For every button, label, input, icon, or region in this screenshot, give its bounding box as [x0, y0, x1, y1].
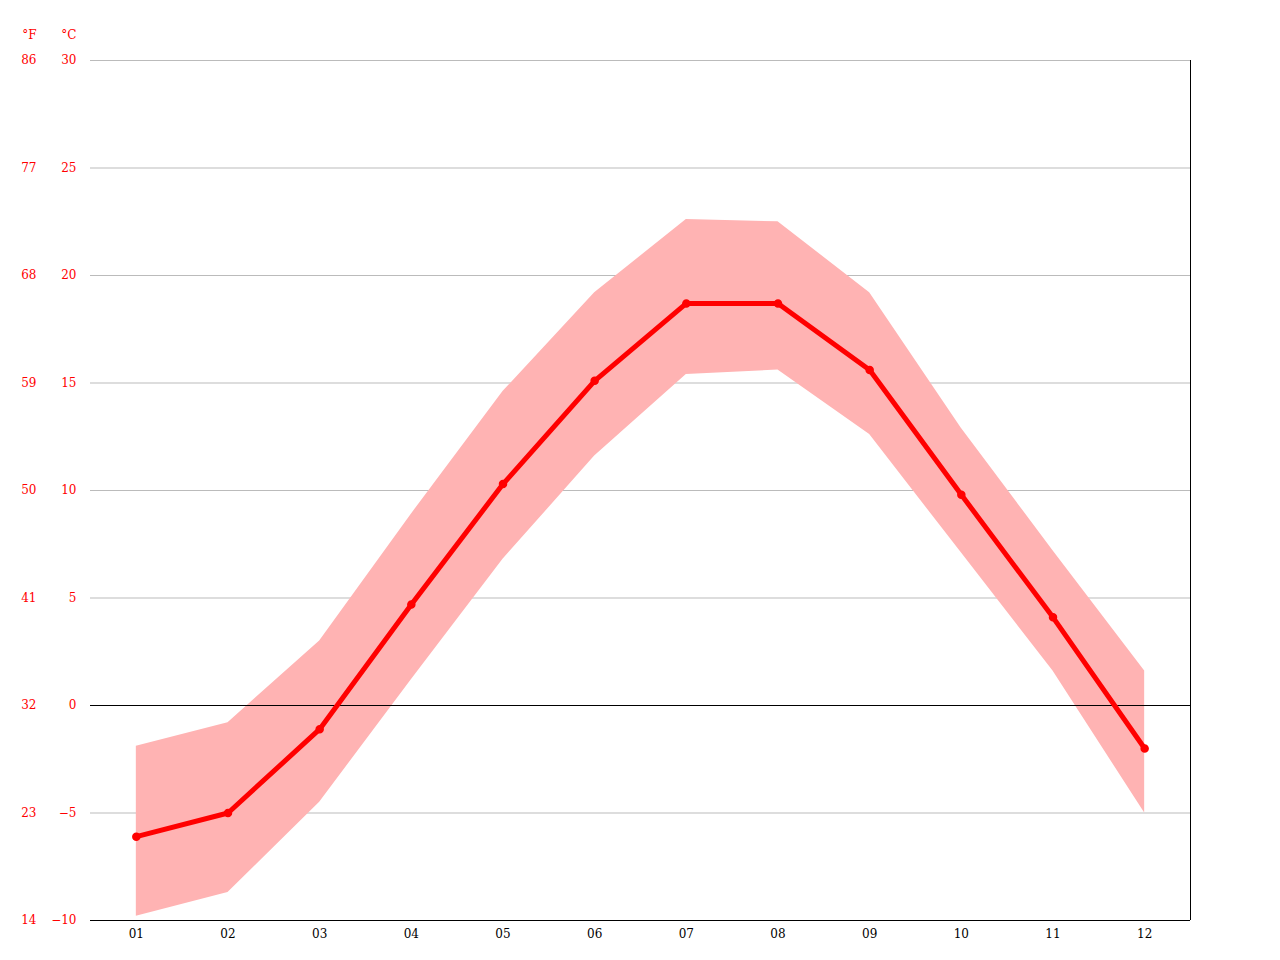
svg-text:07: 07	[679, 927, 694, 941]
svg-text:32: 32	[21, 698, 36, 712]
svg-text:68: 68	[21, 268, 36, 282]
svg-text:20: 20	[61, 268, 76, 282]
svg-text:86: 86	[21, 53, 36, 67]
svg-text:03: 03	[312, 927, 327, 941]
svg-text:59: 59	[21, 376, 36, 390]
svg-text:02: 02	[220, 927, 235, 941]
svg-text:12: 12	[1137, 927, 1152, 941]
svg-text:08: 08	[770, 927, 785, 941]
svg-text:06: 06	[587, 927, 602, 941]
svg-text:15: 15	[61, 376, 76, 390]
svg-text:0: 0	[69, 698, 77, 712]
svg-text:14: 14	[21, 913, 37, 927]
svg-text:−5: −5	[59, 806, 77, 820]
svg-text:30: 30	[61, 53, 76, 67]
svg-text:5: 5	[69, 591, 77, 605]
svg-text:°C: °C	[61, 28, 76, 42]
svg-text:10: 10	[61, 483, 76, 497]
svg-text:77: 77	[21, 161, 36, 175]
svg-text:09: 09	[862, 927, 877, 941]
svg-text:11: 11	[1045, 927, 1060, 941]
svg-text:05: 05	[495, 927, 510, 941]
svg-text:41: 41	[21, 591, 36, 605]
svg-text:−10: −10	[51, 913, 76, 927]
svg-text:10: 10	[954, 927, 969, 941]
svg-text:04: 04	[404, 927, 420, 941]
svg-text:°F: °F	[22, 28, 36, 42]
svg-text:01: 01	[129, 927, 144, 941]
svg-text:25: 25	[61, 161, 76, 175]
svg-text:50: 50	[21, 483, 36, 497]
svg-text:23: 23	[21, 806, 36, 820]
